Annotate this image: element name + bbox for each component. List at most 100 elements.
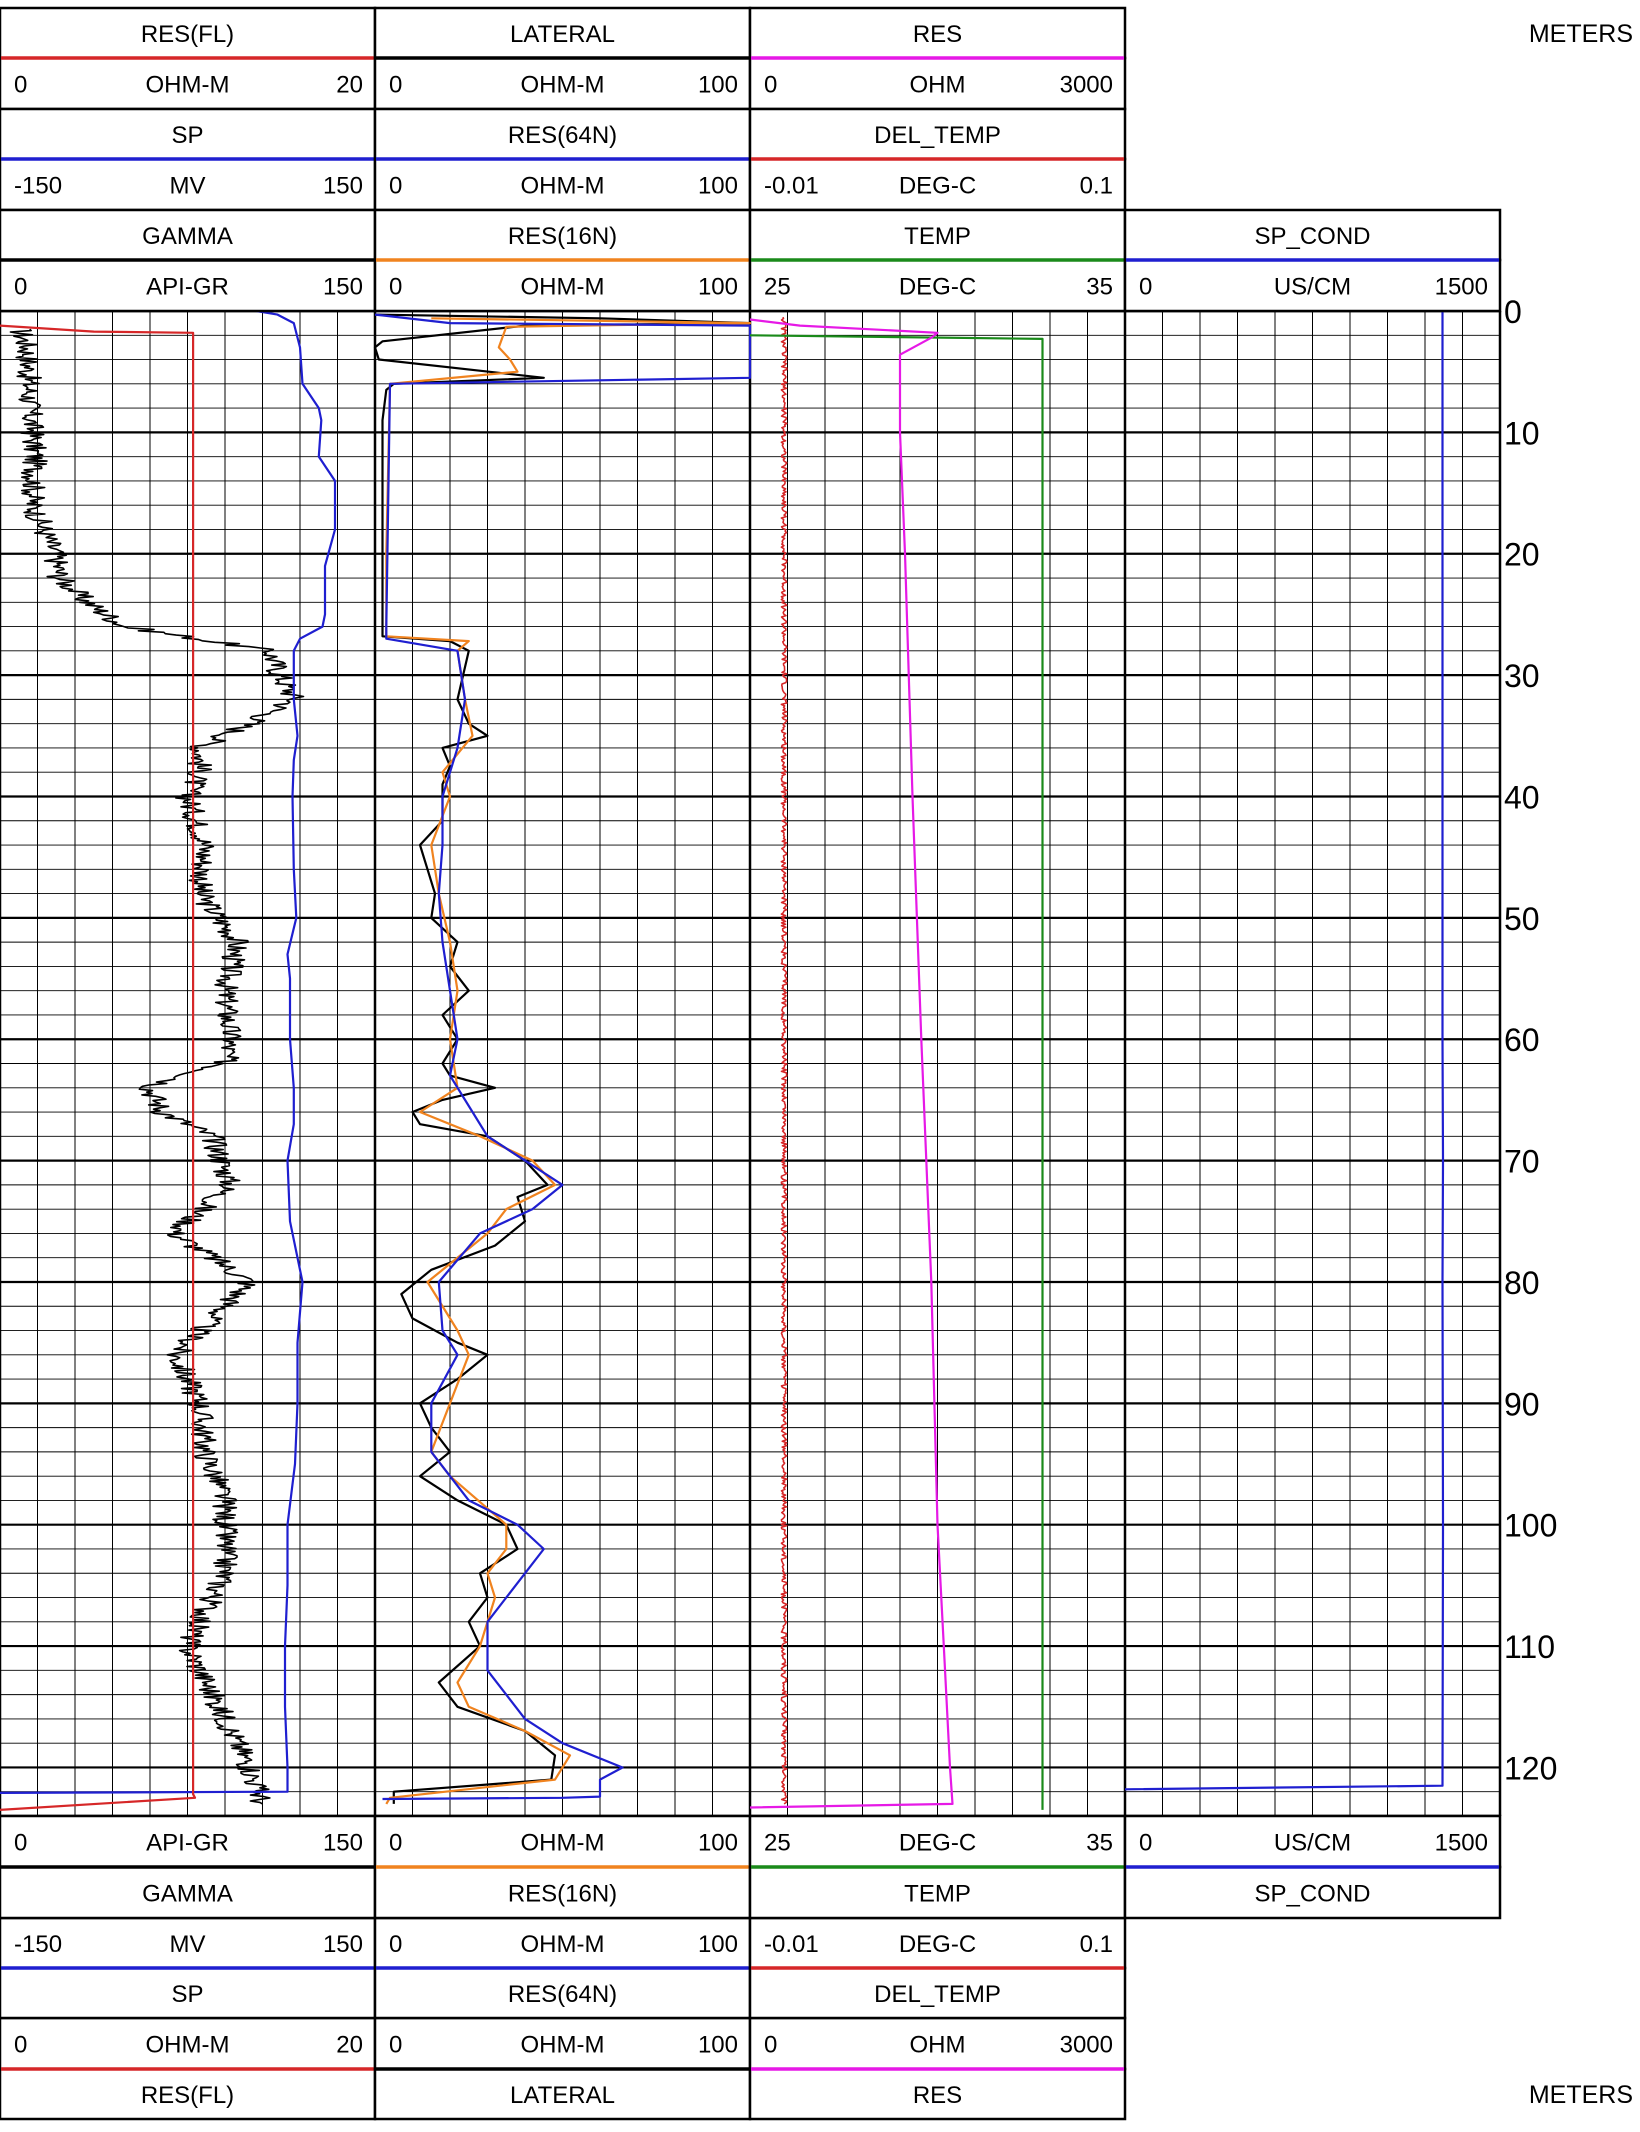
scale-unit: DEG-C <box>899 274 976 301</box>
curve-res16n <box>385 317 752 1805</box>
header-sp-top: SP -150 MV 150 <box>0 107 377 212</box>
header-scale-box <box>0 2016 377 2071</box>
header-name-box <box>373 6 752 60</box>
header-name-box <box>1123 208 1502 262</box>
header-del_temp-bottom: DEL_TEMP -0.01 DEG-C 0.1 <box>748 1916 1127 2020</box>
scale-min: 0 <box>389 2032 402 2059</box>
header-scale-box <box>0 1814 377 1869</box>
scale-min: 0 <box>1139 1830 1152 1857</box>
curve-sp <box>0 309 337 1794</box>
header-name-box <box>0 2067 377 2121</box>
curve-name: RES(FL) <box>141 2082 234 2109</box>
grid-lines <box>0 309 1502 1818</box>
depth-tick-label: 120 <box>1504 1750 1557 1786</box>
scale-min: 0 <box>389 173 402 200</box>
scale-min: -150 <box>14 173 62 200</box>
scale-unit: DEG-C <box>899 1931 976 1958</box>
scale-max: 3000 <box>1060 2032 1113 2059</box>
curve-res_fl <box>0 324 197 1811</box>
depth-tick-label: 110 <box>1504 1629 1555 1665</box>
curve-name: RES <box>913 2082 962 2109</box>
scale-max: 1500 <box>1435 274 1488 301</box>
header-name-box <box>748 1865 1127 1920</box>
header-res16n-bottom: RES(16N) 0 OHM-M 100 <box>373 1814 752 1920</box>
scale-unit: OHM-M <box>146 2032 230 2059</box>
scale-min: 0 <box>14 2032 27 2059</box>
depth-tick-label: 30 <box>1504 658 1540 694</box>
curve-del_temp <box>780 316 788 1805</box>
depth-axis: 0 10 20 30 40 50 60 70 80 90 100 110 120 METERS METERS <box>1504 20 1633 2109</box>
header-scale-box <box>1123 258 1502 313</box>
scale-unit: OHM-M <box>521 1931 605 1958</box>
depth-tick-label: 50 <box>1504 901 1540 937</box>
header-scale-box <box>373 2016 752 2071</box>
header-name-box <box>748 2067 1127 2121</box>
scale-min: -150 <box>14 1931 62 1958</box>
scale-min: 0 <box>764 72 777 99</box>
scale-min: 0 <box>389 72 402 99</box>
scale-min: 0 <box>389 1830 402 1857</box>
scale-max: 0.1 <box>1080 173 1113 200</box>
scale-unit: API-GR <box>146 274 229 301</box>
scale-max: 150 <box>323 1830 363 1857</box>
depth-tick-label: 20 <box>1504 537 1540 573</box>
header-name-box <box>1123 1865 1502 1920</box>
scale-unit: DEG-C <box>899 173 976 200</box>
header-res-bottom: RES 0 OHM 3000 <box>748 2016 1127 2121</box>
scale-min: 0 <box>1139 274 1152 301</box>
header-gamma-top: GAMMA 0 API-GR 150 <box>0 208 377 313</box>
scale-min: -0.01 <box>764 1931 819 1958</box>
curve-name: LATERAL <box>510 2082 615 2109</box>
curve-res <box>749 318 954 1809</box>
scale-max: 150 <box>323 1931 363 1958</box>
scale-max: 100 <box>698 72 738 99</box>
depth-tick-label: 100 <box>1504 1508 1557 1544</box>
curve-res64n <box>374 313 752 1801</box>
scale-min: 25 <box>764 274 791 301</box>
curve-name: RES <box>913 21 962 48</box>
header-temp-bottom: TEMP 25 DEG-C 35 <box>748 1814 1127 1920</box>
header-name-box <box>373 2067 752 2121</box>
scale-min: 25 <box>764 1830 791 1857</box>
scale-max: 100 <box>698 1931 738 1958</box>
scale-max: 100 <box>698 173 738 200</box>
header-res64n-bottom: RES(64N) 0 OHM-M 100 <box>373 1916 752 2020</box>
header-sp_cond-bottom: SP_COND 0 US/CM 1500 <box>1123 1814 1502 1920</box>
curve-name: RES(16N) <box>508 223 617 250</box>
header-sp-bottom: SP -150 MV 150 <box>0 1916 377 2020</box>
header-res_fl-top: RES(FL) 0 OHM-M 20 <box>0 6 377 111</box>
curve-name: SP_COND <box>1254 223 1370 250</box>
header-res64n-top: RES(64N) 0 OHM-M 100 <box>373 107 752 212</box>
header-scale-box <box>748 56 1127 111</box>
depth-tick-label: 40 <box>1504 779 1540 815</box>
header-scale-box <box>373 1814 752 1869</box>
scale-max: 150 <box>323 173 363 200</box>
scale-max: 1500 <box>1435 1830 1488 1857</box>
scale-unit: MV <box>170 173 206 200</box>
curve-name: DEL_TEMP <box>874 1981 1001 2008</box>
curve-name: SP <box>171 1981 203 2008</box>
scale-max: 100 <box>698 1830 738 1857</box>
scale-min: 0 <box>14 72 27 99</box>
header-gamma-bottom: GAMMA 0 API-GR 150 <box>0 1814 377 1920</box>
scale-unit: API-GR <box>146 1830 229 1857</box>
curve-name: TEMP <box>904 1881 971 1908</box>
scale-max: 150 <box>323 274 363 301</box>
scale-max: 100 <box>698 274 738 301</box>
curve-temp <box>749 334 1044 1810</box>
curve-name: RES(16N) <box>508 1881 617 1908</box>
depth-tick-label: 0 <box>1504 294 1522 330</box>
depth-tick-label: 10 <box>1504 415 1540 451</box>
curve-name: SP <box>171 122 203 149</box>
scale-min: 0 <box>14 1830 27 1857</box>
header-scale-box <box>1123 1814 1502 1869</box>
scale-unit: OHM <box>910 72 966 99</box>
scale-unit: OHM-M <box>521 173 605 200</box>
header-lateral-bottom: LATERAL 0 OHM-M 100 <box>373 2016 752 2121</box>
scale-min: 0 <box>389 1931 402 1958</box>
scale-min: -0.01 <box>764 173 819 200</box>
scale-min: 0 <box>14 274 27 301</box>
header-name-box <box>748 208 1127 262</box>
header-scale-box <box>748 258 1127 313</box>
